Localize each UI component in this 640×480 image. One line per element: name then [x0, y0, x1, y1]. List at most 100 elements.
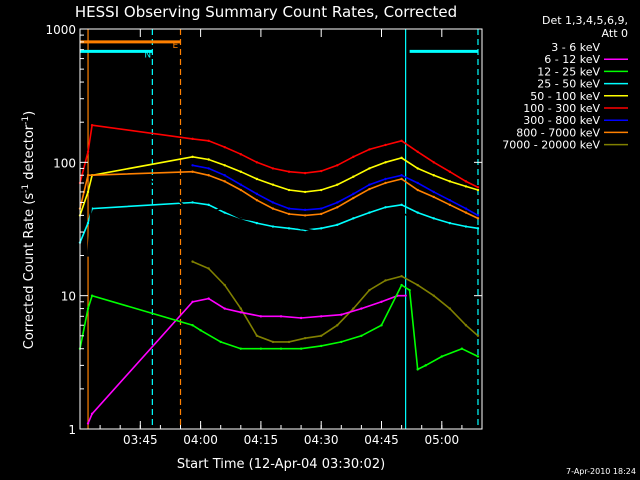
- series-1-point-9: [320, 315, 323, 318]
- series-6-point-9: [336, 201, 339, 204]
- series-1-point-1: [90, 412, 94, 416]
- series-3-point-8: [271, 225, 275, 228]
- series-6-point-15: [432, 190, 435, 194]
- series-5-point-10: [303, 171, 307, 175]
- series-6-point-17: [464, 207, 468, 210]
- series-2-point-19: [460, 347, 464, 350]
- series-1-point-12: [380, 300, 383, 303]
- series-4-point-4: [207, 158, 210, 161]
- series-5-point-15: [384, 143, 387, 147]
- series-4-point-19: [448, 180, 452, 183]
- series-6-point-8: [320, 207, 323, 210]
- series-4-point-7: [255, 177, 259, 181]
- series-2-point-1: [86, 307, 90, 310]
- series-3-point-11: [320, 227, 323, 230]
- series-4-point-14: [368, 167, 371, 170]
- flag-label-eclipse: E: [173, 41, 179, 51]
- y-tick-label-3: 1000: [45, 23, 76, 37]
- series-0-point-3: [187, 207, 190, 210]
- series-6-point-13: [400, 174, 403, 177]
- series-2-point-4: [199, 329, 202, 332]
- series-1-point-7: [279, 315, 283, 318]
- series-7-point-20: [464, 211, 468, 214]
- series-2-point-2: [90, 294, 94, 297]
- series-7-point-7: [255, 198, 259, 202]
- series-2-point-10: [320, 344, 323, 348]
- flag-label-night: N: [144, 50, 151, 60]
- series-5-point-1: [86, 150, 90, 153]
- x-tick-label-1: 04:00: [183, 433, 218, 447]
- series-8-point-5: [271, 340, 275, 344]
- series-0-point-16: [440, 227, 443, 230]
- series-7-point-8: [271, 207, 275, 210]
- series-2-point-15: [408, 288, 411, 292]
- y-axis-label: Corrected Count Rate (s-1 detector-1): [21, 111, 37, 349]
- legend-label-2: 12 - 25 keV: [537, 65, 600, 78]
- series-0-point-10: [320, 230, 323, 234]
- series-8-point-13: [400, 274, 403, 278]
- series-5-point-20: [464, 180, 468, 183]
- series-6-point-12: [384, 177, 387, 181]
- series-1-point-10: [340, 313, 343, 316]
- series-5-point-14: [368, 148, 371, 151]
- series-6-point-7: [303, 208, 307, 212]
- series-3-point-1: [86, 221, 90, 225]
- series-3-point-4: [207, 203, 210, 207]
- series-layer: [78, 123, 480, 425]
- series-5-point-5: [223, 145, 226, 149]
- series-8-point-8: [320, 334, 323, 338]
- series-2-point-12: [360, 334, 363, 338]
- series-8-point-4: [255, 334, 259, 338]
- series-6-point-11: [368, 183, 371, 186]
- series-6-point-2: [223, 174, 226, 177]
- series-7-point-11: [320, 212, 323, 216]
- series-0-point-15: [420, 221, 423, 225]
- series-0-point-6: [239, 217, 242, 220]
- series-1-point-6: [259, 315, 263, 318]
- series-4-point-17: [416, 167, 419, 170]
- series-5-point-19: [448, 170, 452, 173]
- series-1-point-3: [207, 297, 210, 300]
- series-0-point-8: [279, 223, 283, 227]
- series-6-point-18: [476, 214, 480, 217]
- series-7-point-12: [336, 206, 339, 209]
- series-5-point-17: [416, 150, 419, 153]
- series-7-point-4: [207, 174, 210, 177]
- series-1-point-0: [86, 422, 90, 425]
- series-5-point-12: [336, 164, 339, 167]
- legend-label-6: 300 - 800 keV: [523, 114, 600, 127]
- series-5-point-6: [239, 153, 242, 156]
- series-8-point-7: [303, 336, 307, 340]
- series-6-point-5: [271, 201, 275, 204]
- series-4-point-18: [432, 174, 435, 177]
- series-line-7: [79, 170, 479, 220]
- series-7-point-1: [82, 190, 86, 194]
- series-7-point-6: [239, 188, 242, 192]
- series-1-point-8: [299, 316, 303, 320]
- y-tick-label-2: 100: [53, 156, 76, 170]
- x-tick-label-0: 03:45: [123, 433, 158, 447]
- series-1-point-11: [360, 307, 363, 310]
- series-0-point-9: [299, 227, 303, 230]
- series-2-point-9: [299, 347, 303, 350]
- series-line-4: [79, 155, 479, 216]
- series-4-point-12: [336, 183, 339, 186]
- series-2-point-16: [416, 368, 419, 371]
- series-0-point-12: [360, 220, 363, 223]
- series-0-point-7: [259, 220, 263, 223]
- timestamp: 7-Apr-2010 18:24: [566, 467, 636, 476]
- series-7-point-15: [384, 181, 387, 185]
- series-1-point-14: [404, 294, 407, 297]
- series-6-point-4: [255, 192, 259, 196]
- series-line-1: [87, 294, 406, 424]
- series-5-point-16: [400, 139, 403, 143]
- series-8-point-12: [384, 279, 387, 282]
- series-5-point-9: [287, 170, 291, 173]
- series-8-point-10: [352, 307, 355, 310]
- series-4-point-5: [223, 164, 226, 167]
- series-8-point-2: [223, 283, 226, 287]
- series-3-point-12: [336, 223, 339, 227]
- series-1-point-4: [223, 307, 226, 310]
- series-7-point-18: [432, 195, 435, 199]
- series-6-point-14: [416, 181, 419, 185]
